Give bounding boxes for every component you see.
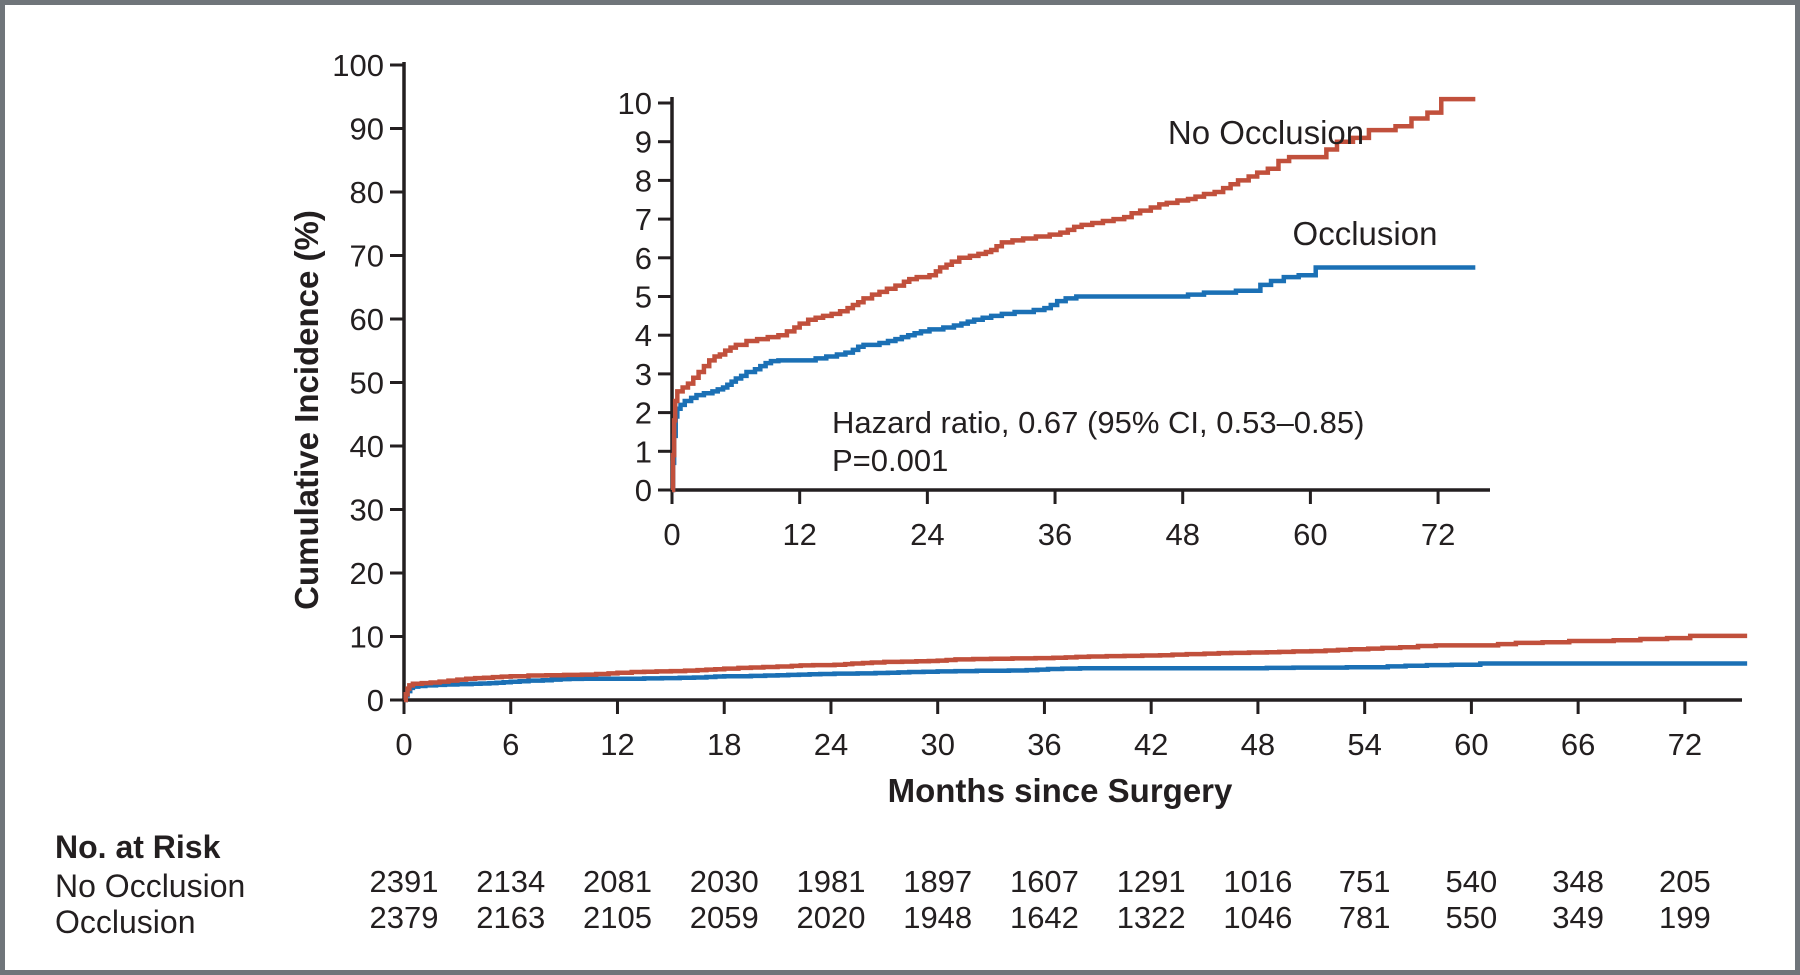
inset-y-tick-label: 6 [635,241,652,276]
curve-no-occlusion-main [403,633,1748,703]
main-x-tick-label: 36 [1027,727,1061,762]
curve-no-occlusion-inset [670,96,1476,493]
main-y-tick-label: 100 [332,48,384,83]
main-x-tick-label: 0 [395,727,412,762]
x-axis-title: Months since Surgery [888,772,1233,809]
main-x-tick-label: 42 [1134,727,1168,762]
inset-x-tick-label: 0 [663,517,680,552]
main-y-tick-label: 60 [350,302,384,337]
risk-value: 2163 [476,900,545,935]
risk-value: 205 [1659,864,1711,899]
main-x-tick-label: 6 [502,727,519,762]
inset-y-tick-label: 5 [635,280,652,315]
risk-value: 1322 [1117,900,1186,935]
risk-row-label-occlusion: Occlusion [55,904,196,940]
main-y-tick-label: 0 [367,683,384,718]
main-y-tick-label: 70 [350,239,384,274]
risk-value: 1948 [903,900,972,935]
inset-y-tick-label: 10 [618,86,652,121]
risk-value: 2105 [583,900,652,935]
main-y-tick-label: 90 [350,112,384,147]
risk-value: 2059 [690,900,759,935]
inset-y-tick-label: 0 [635,473,652,508]
main-y-tick-label: 30 [350,493,384,528]
hazard-ratio-annotation: Hazard ratio, 0.67 (95% CI, 0.53–0.85) [832,405,1364,440]
main-plot-curves [403,633,1748,703]
risk-value: 1897 [903,864,972,899]
risk-value: 348 [1552,864,1604,899]
main-y-tick-label: 50 [350,366,384,401]
risk-value: 550 [1446,900,1498,935]
risk-value: 751 [1339,864,1391,899]
inset-x-tick-label: 36 [1038,517,1072,552]
risk-value: 2020 [796,900,865,935]
inset-y-tick-label: 9 [635,125,652,160]
risk-value: 2134 [476,864,545,899]
inset-x-tick-label: 12 [782,517,816,552]
main-y-tick-label: 80 [350,175,384,210]
risk-value: 1291 [1117,864,1186,899]
inset-x-tick-label: 60 [1293,517,1327,552]
risk-table-values: 2391 2134 2081 2030 1981 1897 1607 1291 1016 751 5… [370,864,1711,935]
risk-value: 1981 [796,864,865,899]
risk-value: 1046 [1223,900,1292,935]
inset-plot-curves [670,96,1476,493]
curve-occlusion-main [403,661,1748,703]
risk-row-label-no-occlusion: No Occlusion [55,868,245,904]
y-axis-title: Cumulative Incidence (%) [288,210,325,610]
risk-value: 2379 [370,900,439,935]
inset-label-no-occlusion: No Occlusion [1168,114,1364,151]
main-x-tick-label: 72 [1668,727,1702,762]
inset-y-tick-label: 8 [635,163,652,198]
main-x-tick-label: 12 [600,727,634,762]
risk-value: 540 [1446,864,1498,899]
inset-x-tick-label: 72 [1421,517,1455,552]
risk-value: 2081 [583,864,652,899]
risk-value: 2391 [370,864,439,899]
curve-occlusion-inset [670,265,1476,493]
p-value-annotation: P=0.001 [832,443,948,478]
main-x-tick-label: 66 [1561,727,1595,762]
risk-value: 1642 [1010,900,1079,935]
main-x-tick-label: 30 [920,727,954,762]
inset-y-tick-label: 2 [635,396,652,431]
main-y-tick-label: 10 [350,620,384,655]
risk-value: 2030 [690,864,759,899]
main-x-tick-label: 54 [1347,727,1381,762]
inset-x-tick-label: 48 [1165,517,1199,552]
main-x-tick-label: 24 [814,727,848,762]
main-x-tick-label: 18 [707,727,741,762]
risk-value: 199 [1659,900,1711,935]
inset-y-tick-label: 7 [635,202,652,237]
risk-value: 1016 [1223,864,1292,899]
risk-value: 349 [1552,900,1604,935]
risk-table-title: No. at Risk [55,829,221,865]
main-y-tick-label: 40 [350,429,384,464]
main-x-tick-label: 48 [1241,727,1275,762]
inset-y-tick-label: 1 [635,434,652,469]
risk-value: 1607 [1010,864,1079,899]
inset-y-tick-label: 3 [635,357,652,392]
inset-label-occlusion: Occlusion [1293,215,1438,252]
main-y-tick-label: 20 [350,556,384,591]
inset-y-tick-label: 4 [635,318,652,353]
inset-x-tick-label: 24 [910,517,944,552]
risk-value: 781 [1339,900,1391,935]
main-x-tick-label: 60 [1454,727,1488,762]
